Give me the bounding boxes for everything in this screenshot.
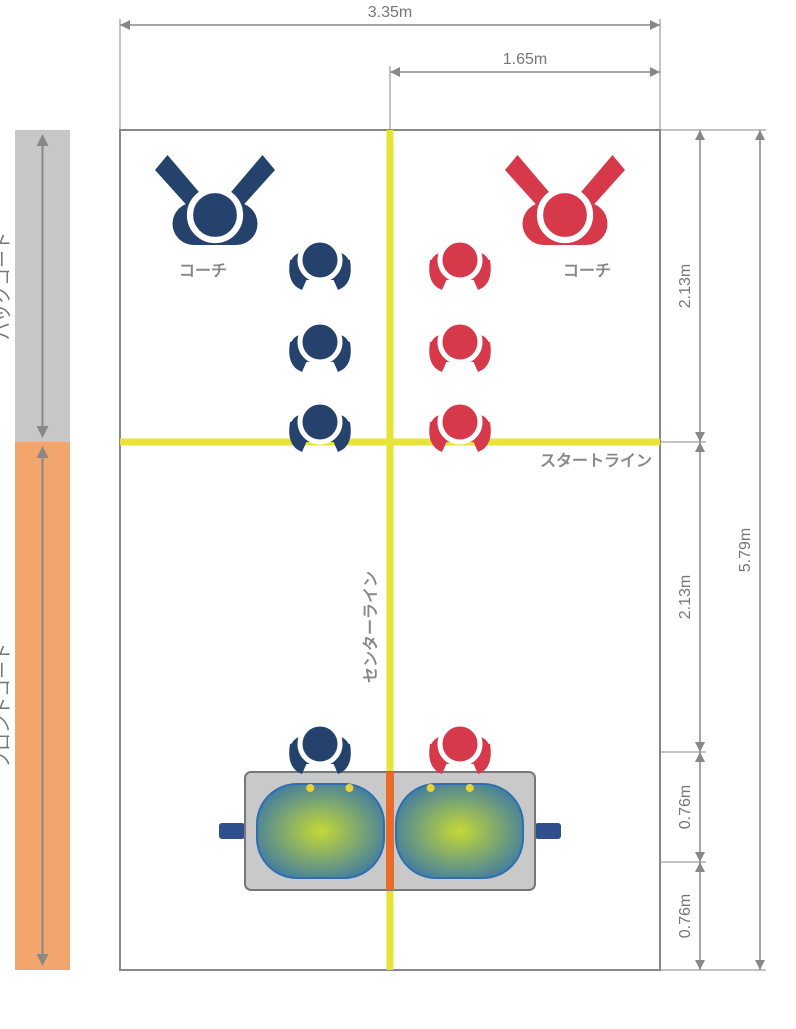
front-court-label: フロントコート <box>0 643 13 769</box>
coach-label-blue: コーチ <box>179 263 227 280</box>
svg-text:2.13m: 2.13m <box>677 264 694 308</box>
diagram-stage: バックコートフロントコート スタートラインセンターライン 3.35m 1.65m 2.1… <box>0 0 796 1024</box>
svg-text:5.79m: 5.79m <box>737 528 754 572</box>
start-line-label: スタートライン <box>540 452 652 470</box>
blue-person-icon <box>289 240 351 290</box>
coach-label-red: コーチ <box>563 263 611 280</box>
svg-text:0.76m: 0.76m <box>677 894 694 938</box>
svg-text:3.35m: 3.35m <box>368 4 412 21</box>
red-person-icon <box>429 322 491 372</box>
red-person-icon <box>429 402 491 452</box>
svg-text:1.65m: 1.65m <box>503 51 547 68</box>
blue-person-icon <box>289 724 351 774</box>
red-person-icon <box>505 155 625 245</box>
game-table <box>219 772 561 890</box>
back-court-label: バックコート <box>0 232 13 340</box>
blue-person-icon <box>155 155 275 245</box>
blue-person-icon <box>289 322 351 372</box>
red-person-icon <box>429 240 491 290</box>
blue-person-icon <box>289 402 351 452</box>
red-person-icon <box>429 724 491 774</box>
center-line-label: センターライン <box>362 571 380 683</box>
svg-text:0.76m: 0.76m <box>677 785 694 829</box>
svg-text:2.13m: 2.13m <box>677 575 694 619</box>
diagram-svg: バックコートフロントコート スタートラインセンターライン 3.35m 1.65m 2.1… <box>0 0 796 1024</box>
